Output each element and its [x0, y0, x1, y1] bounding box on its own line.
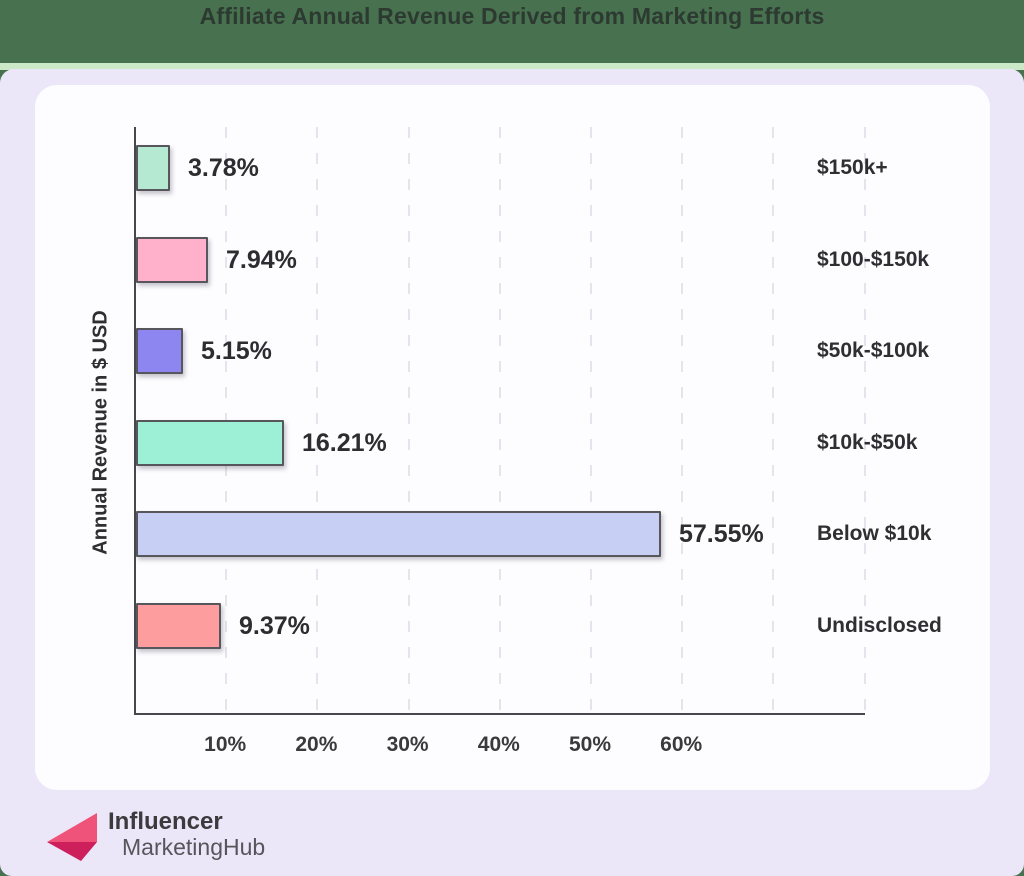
category-label: Undisclosed	[817, 614, 942, 637]
value-label: 3.78%	[188, 154, 259, 182]
gridline	[407, 127, 410, 713]
brand-text: Influencer MarketingHub	[108, 809, 265, 860]
category-label: $150k+	[817, 156, 888, 179]
x-tick-label: 60%	[660, 733, 703, 756]
x-tick-label: 30%	[386, 733, 429, 756]
gridline	[498, 127, 501, 713]
bar-Undisclosed	[136, 603, 221, 649]
category-labels: $150k+ $100-$150k $50k-$100k $10k-$50k Below…	[817, 127, 992, 715]
category-label: $10k-$50k	[817, 430, 918, 454]
value-label: 57.55%	[679, 520, 764, 549]
value-label: 9.37%	[239, 612, 310, 640]
value-label: 5.15%	[201, 337, 272, 366]
logo-dark-triangle	[47, 842, 97, 861]
y-axis-label: Annual Revenue in $ USD	[89, 310, 112, 555]
gridline	[772, 127, 775, 713]
value-label: 7.94%	[226, 245, 297, 274]
x-tick-label: 20%	[295, 733, 338, 756]
value-label: 16.21%	[302, 428, 387, 457]
bar-Below $10k	[136, 511, 661, 558]
content-panel: Annual Revenue in $ USD 3.78% 7.94% 5.15% 1…	[0, 69, 1024, 876]
x-axis-ticks: 10% 20% 30% 40% 50% 60%	[134, 733, 865, 767]
gridline	[863, 127, 866, 713]
x-tick-label: 40%	[477, 733, 520, 756]
bar-$50k-$100k	[136, 328, 183, 375]
x-tick-label: 50%	[568, 733, 612, 756]
gridline	[316, 127, 319, 713]
plot-area: 3.78% 7.94% 5.15% 16.21% 57.55% 9.37%	[134, 127, 866, 715]
gridline	[590, 127, 592, 713]
brand-logo: Influencer MarketingHub	[45, 809, 265, 863]
category-label: $50k-$100k	[817, 339, 930, 363]
logo-light-triangle	[47, 813, 97, 842]
brand-name-line1: Influencer	[108, 808, 223, 835]
x-tick-label: 10%	[204, 733, 247, 756]
category-label: Below $10k	[817, 522, 932, 546]
chart-title: Affiliate Annual Revenue Derived from Ma…	[199, 3, 825, 29]
category-label: $100-$150k	[817, 247, 930, 271]
divider-strip	[0, 63, 1024, 70]
brand-name-line2: MarketingHub	[122, 834, 266, 860]
bar-$100-$150k	[136, 236, 208, 283]
chart-card: Annual Revenue in $ USD 3.78% 7.94% 5.15% 1…	[35, 85, 990, 790]
brand-arrow-icon	[47, 813, 97, 861]
gridline	[681, 127, 684, 713]
bar-$150k+	[136, 145, 170, 191]
bar-$10k-$50k	[136, 419, 284, 466]
